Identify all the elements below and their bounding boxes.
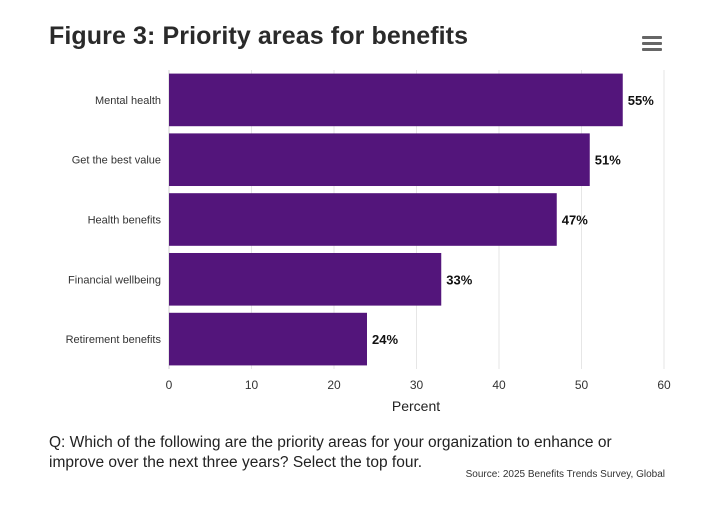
category-label: Retirement benefits [66, 334, 162, 346]
x-tick-label: 30 [410, 378, 424, 392]
bar[interactable] [169, 133, 590, 187]
survey-question: Q: Which of the following are the priori… [49, 434, 612, 471]
category-label: Health benefits [88, 215, 162, 227]
x-axis-label: Percent [392, 398, 440, 414]
bar[interactable] [169, 252, 442, 306]
bar[interactable] [169, 73, 623, 127]
x-tick-label: 50 [575, 378, 589, 392]
data-label: 47% [562, 213, 588, 228]
bar[interactable] [169, 193, 557, 246]
hamburger-menu-icon[interactable] [642, 36, 662, 52]
data-label: 55% [628, 93, 654, 108]
source-note: Source: 2025 Benefits Trends Survey, Glo… [465, 469, 665, 480]
data-label: 33% [446, 272, 472, 287]
x-tick-label: 60 [657, 378, 671, 392]
x-tick-label: 40 [492, 378, 506, 392]
category-label: Mental health [95, 95, 161, 107]
category-labels: Mental health Get the best value Health be… [66, 95, 162, 346]
bars [169, 73, 623, 366]
data-label: 51% [595, 153, 621, 168]
chart-title: Figure 3: Priority areas for benefits [49, 22, 469, 50]
category-label: Get the best value [72, 155, 161, 167]
x-tick-labels: 0 10 20 30 40 50 60 [166, 378, 671, 392]
data-label: 24% [372, 332, 398, 347]
bar-chart: Mental health Get the best value Health be… [66, 70, 671, 414]
value-labels: 55% 51% 47% 33% 24% [372, 93, 654, 347]
x-tick-label: 20 [327, 378, 341, 392]
x-tick-label: 0 [166, 378, 173, 392]
category-label: Financial wellbeing [68, 274, 161, 286]
x-tick-label: 10 [245, 378, 259, 392]
bar[interactable] [169, 312, 367, 366]
